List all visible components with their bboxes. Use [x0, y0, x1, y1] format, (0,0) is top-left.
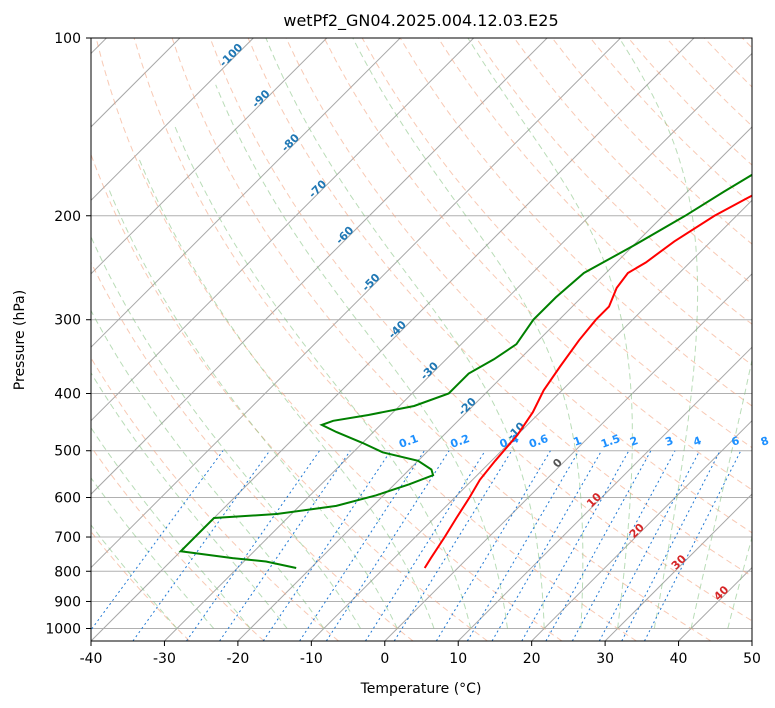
x-tick-label: -40: [80, 651, 103, 667]
moist-adiabat-line: [727, 535, 752, 629]
x-tick-label: 50: [743, 651, 761, 667]
plot-frame: [90, 37, 753, 642]
moist-adiabat-line: [108, 188, 398, 629]
moist-adiabat-line: [91, 309, 325, 629]
isotherm-line: [91, 38, 254, 202]
y-tick-label: 300: [54, 313, 81, 329]
x-tick-label: 10: [449, 651, 467, 667]
x-axis-ticks: -40 -30 -20 -10 0 10 20 30 40 50: [80, 641, 761, 667]
mixing-ratio-line: [521, 450, 630, 641]
mixing-ratio-label: 2: [628, 434, 640, 449]
isotherm-line: [91, 38, 621, 569]
mixing-ratio-line: [435, 450, 551, 641]
mixing-ratio-label: 0.6: [527, 432, 550, 451]
dry-adiabat-line: [209, 38, 752, 622]
x-tick-label: 20: [523, 651, 541, 667]
mixing-ratio-line: [91, 450, 224, 631]
y-tick-label: 1000: [45, 621, 81, 637]
mixing-ratio-line: [644, 450, 742, 641]
mixing-ratio-line: [393, 450, 513, 641]
isotherm-line: [384, 273, 752, 641]
moist-adiabat-line: [91, 371, 288, 629]
background-lines: [91, 38, 752, 641]
y-axis-label: Pressure (hPa): [12, 290, 28, 390]
isotherm-line: [457, 346, 752, 641]
isotherm-line: [164, 52, 752, 641]
x-tick-label: -20: [226, 651, 249, 667]
mixing-ratio-label: 0.1: [397, 432, 420, 451]
dry-adiabat-line: [91, 445, 265, 641]
isotherm-line: [237, 126, 752, 641]
isotherm-line: [91, 38, 475, 422]
isotherm-line: [531, 419, 752, 641]
moist-adiabat-line: [690, 357, 752, 629]
isotherm-line: [604, 493, 752, 641]
mixing-ratio-labels: 0.10.20.40.611.52346810131620253036: [397, 432, 771, 451]
moist-adiabat-line: [215, 84, 508, 629]
chart-title: wetPf2_GN04.2025.004.12.03.E25: [283, 11, 558, 31]
mixing-ratio-label: 3: [664, 434, 676, 449]
mixing-ratio-label: 0.2: [449, 432, 472, 451]
moist-adiabat-line: [352, 38, 584, 629]
y-tick-label: 400: [54, 387, 81, 403]
y-tick-label: 200: [54, 209, 81, 225]
moist-adiabat-line: [91, 426, 251, 629]
mixing-ratio-label: 1.5: [599, 432, 622, 451]
y-tick-label: 500: [54, 444, 81, 460]
isotherm-line: [91, 38, 548, 495]
dry-adiabat-line: [171, 38, 712, 641]
x-tick-label: 0: [380, 651, 389, 667]
moist-adiabat-line: [138, 158, 435, 629]
mixing-ratio-line: [571, 450, 676, 641]
mixing-ratio-line: [186, 450, 320, 641]
mixing-ratio-label: 1: [572, 434, 584, 449]
dry-adiabat-line: [91, 261, 414, 641]
profile-lines: [178, 173, 752, 569]
dry-adiabat-line: [95, 38, 563, 641]
x-tick-label: -30: [153, 651, 176, 667]
moist-adiabat-line: [91, 477, 215, 629]
y-tick-label: 800: [54, 564, 81, 580]
mixing-ratio-line: [219, 450, 351, 641]
mixing-ratio-line: [598, 450, 701, 641]
moist-adiabat-line: [91, 524, 178, 629]
mixing-ratio-line: [545, 450, 652, 641]
mixing-ratio-line: [262, 450, 392, 641]
dewpoint-profile-line: [178, 173, 752, 569]
temperature-profile-line: [423, 194, 752, 569]
mixing-ratio-label: 6: [730, 434, 742, 449]
isotherm-line: [91, 38, 328, 275]
dry-adiabat-line: [247, 38, 752, 578]
mixing-ratio-line: [132, 450, 271, 641]
x-tick-label: -10: [300, 651, 323, 667]
y-axis-ticks: 1000 900 800 700 600 500 400 300 200 100: [45, 31, 91, 637]
mixing-ratio-label: 8: [759, 434, 771, 449]
moist-adiabat-line: [265, 38, 545, 629]
moist-adiabat-line: [173, 124, 472, 629]
y-tick-label: 900: [54, 594, 81, 610]
dry-adiabat-line: [323, 38, 752, 491]
y-tick-label: 600: [54, 490, 81, 506]
x-tick-label: 40: [670, 651, 688, 667]
dry-adiabat-line: [285, 38, 752, 534]
x-axis-label: Temperature (°C): [360, 681, 482, 697]
moist-adiabat-line: [618, 38, 699, 629]
moist-adiabat-line: [91, 235, 362, 629]
mixing-ratio-label: 4: [691, 434, 703, 449]
moist-adiabat-line: [467, 38, 633, 629]
y-tick-label: 700: [54, 530, 81, 546]
x-tick-label: 30: [596, 651, 614, 667]
mixing-ratio-line: [491, 450, 602, 641]
y-tick-label: 100: [54, 31, 81, 47]
mixing-ratio-line: [466, 450, 580, 641]
isotherm-line: [91, 38, 401, 348]
dry-adiabat-line: [133, 38, 637, 641]
mixing-ratio-line: [621, 450, 721, 641]
